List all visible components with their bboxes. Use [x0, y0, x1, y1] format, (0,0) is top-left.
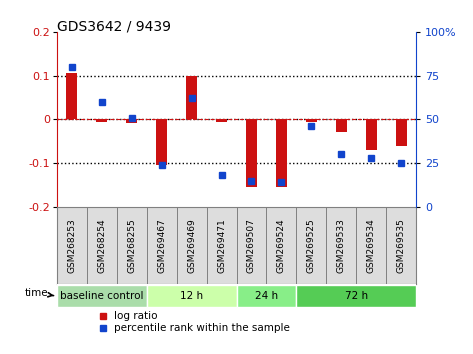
Bar [96, 119, 107, 121]
FancyBboxPatch shape [57, 285, 147, 307]
Text: GSM268255: GSM268255 [127, 218, 136, 273]
FancyBboxPatch shape [147, 285, 236, 307]
Bar [336, 119, 347, 132]
Bar [246, 119, 257, 187]
Text: time: time [25, 288, 53, 298]
Text: GSM269535: GSM269535 [397, 218, 406, 273]
Bar [186, 76, 197, 119]
Text: GSM269469: GSM269469 [187, 218, 196, 273]
FancyBboxPatch shape [236, 285, 297, 307]
Text: GSM269534: GSM269534 [367, 218, 376, 273]
Text: GSM269507: GSM269507 [247, 218, 256, 273]
Text: GSM269525: GSM269525 [307, 218, 316, 273]
Bar [366, 119, 377, 150]
Text: GSM268253: GSM268253 [67, 218, 76, 273]
Text: GSM269533: GSM269533 [337, 218, 346, 273]
FancyBboxPatch shape [297, 285, 416, 307]
Bar [276, 119, 287, 187]
Bar [216, 119, 227, 121]
Text: baseline control: baseline control [60, 291, 143, 301]
Text: percentile rank within the sample: percentile rank within the sample [114, 324, 290, 333]
Text: 12 h: 12 h [180, 291, 203, 301]
Text: 24 h: 24 h [255, 291, 278, 301]
Text: GSM268254: GSM268254 [97, 218, 106, 273]
Bar [126, 119, 137, 123]
Text: 72 h: 72 h [345, 291, 368, 301]
Bar [157, 119, 167, 165]
Text: log ratio: log ratio [114, 311, 158, 321]
Text: GSM269467: GSM269467 [157, 218, 166, 273]
Bar [67, 73, 77, 119]
Bar [396, 119, 406, 145]
Bar [306, 119, 316, 121]
Text: GDS3642 / 9439: GDS3642 / 9439 [57, 19, 171, 34]
Text: GSM269524: GSM269524 [277, 218, 286, 273]
Text: GSM269471: GSM269471 [217, 218, 226, 273]
